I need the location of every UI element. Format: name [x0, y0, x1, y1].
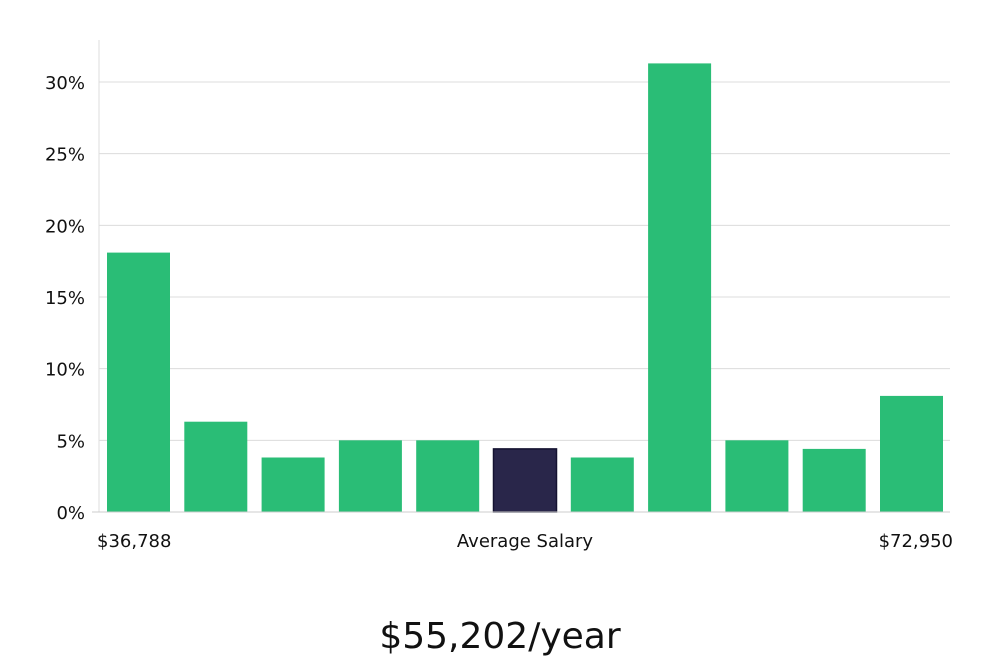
y-tick-label: 10%: [45, 360, 85, 381]
x-label-max: $72,950: [879, 531, 953, 552]
y-tick-labels: 0% 5% 10% 15% 20% 25% 30%: [45, 73, 85, 524]
bar: [725, 440, 789, 512]
bar-average-salary: [492, 448, 558, 513]
bar: [416, 440, 480, 512]
bar: [880, 395, 943, 512]
y-tick-label: 25%: [45, 145, 85, 166]
y-tick-label: 5%: [56, 431, 85, 452]
x-label-average: Average Salary: [457, 531, 594, 552]
bar: [261, 457, 325, 512]
y-tick-label: 15%: [45, 288, 85, 309]
bar: [107, 252, 170, 512]
bar: [570, 457, 634, 512]
gridlines: [99, 81, 950, 441]
bar: [648, 63, 712, 513]
bar: [338, 440, 402, 512]
x-label-min: $36,788: [97, 531, 171, 552]
y-tick-label: 30%: [45, 73, 85, 94]
y-tick-label: 0%: [56, 503, 85, 524]
y-tick-label: 20%: [45, 216, 85, 237]
average-salary-value: $55,202/year: [379, 616, 621, 657]
bars: [107, 63, 943, 513]
bar: [184, 421, 248, 512]
bar: [802, 448, 866, 512]
